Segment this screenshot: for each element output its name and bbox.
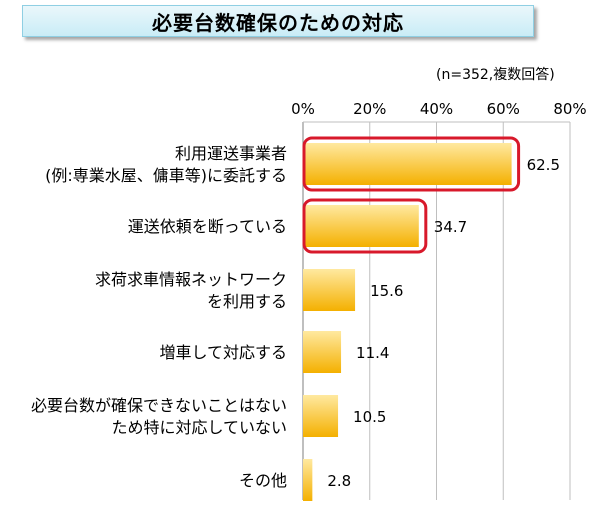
category-label: その他: [239, 471, 287, 490]
highlight-outline: [302, 136, 521, 192]
bar: [303, 205, 419, 247]
bar: [303, 395, 339, 437]
tick-label: 60%: [487, 100, 520, 118]
category-label: を利用する: [207, 292, 287, 311]
category-label: 求荷求車情報ネットワーク: [95, 270, 287, 289]
tick-label: 20%: [353, 100, 386, 118]
data-label: 2.8: [327, 472, 351, 490]
bar: [303, 331, 342, 373]
bar: [303, 143, 512, 185]
data-label: 10.5: [353, 408, 386, 426]
tick-label: 40%: [420, 100, 453, 118]
chart-title-box: 必要台数確保のための対応: [22, 5, 534, 37]
data-label: 62.5: [527, 156, 560, 174]
category-label: 運送依頼を断っている: [128, 217, 287, 236]
chart-title: 必要台数確保のための対応: [152, 10, 404, 35]
data-label: 15.6: [370, 282, 403, 300]
sample-note: (n=352,複数回答): [436, 67, 555, 83]
category-label: 必要台数が確保できないことはない: [31, 396, 287, 415]
category-label: ため特に対応していない: [111, 418, 287, 437]
tick-label: 80%: [553, 100, 586, 118]
category-label: 利用運送事業者: [175, 144, 287, 163]
data-label: 34.7: [434, 218, 467, 236]
tick-label: 0%: [291, 100, 315, 118]
category-label: 増車して対応する: [159, 343, 287, 362]
bar: [303, 269, 356, 311]
highlight-outline: [302, 198, 428, 254]
bar: [303, 459, 313, 501]
category-label: (例:専業水屋、傭車等)に委託する: [45, 166, 287, 185]
data-label: 11.4: [356, 344, 389, 362]
